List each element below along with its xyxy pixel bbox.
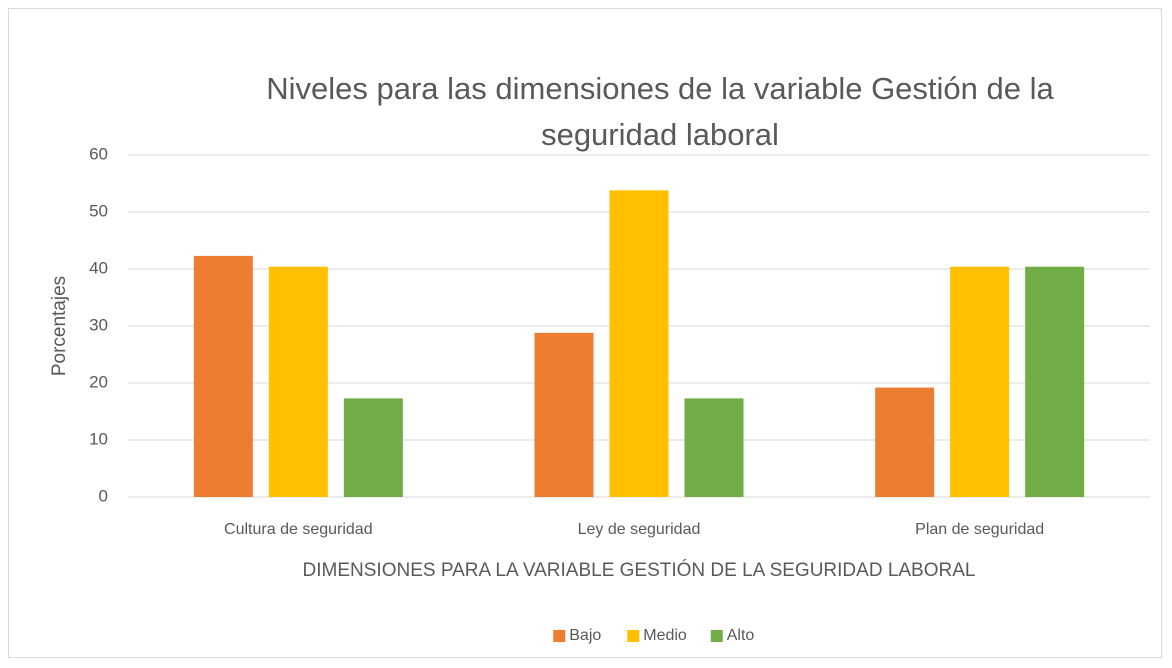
x-axis-title: DIMENSIONES PARA LA VARIABLE GESTIÓN DE … — [303, 559, 976, 581]
legend-swatch — [627, 630, 640, 642]
bar — [875, 387, 935, 497]
chart-frame — [8, 8, 1162, 658]
y-tick-label: 20 — [89, 372, 108, 391]
bar — [609, 190, 669, 497]
y-tick-label: 60 — [89, 144, 108, 163]
bar — [268, 266, 328, 497]
bar — [534, 332, 594, 497]
y-tick-label: 0 — [99, 486, 108, 505]
legend-label: Bajo — [569, 627, 601, 644]
legend-label: Medio — [643, 627, 687, 644]
bar — [343, 398, 403, 497]
y-tick-label: 40 — [89, 258, 108, 277]
x-tick-label: Ley de seguridad — [578, 521, 701, 538]
bar — [1025, 266, 1085, 497]
x-tick-label: Plan de seguridad — [915, 521, 1044, 538]
legend-label: Alto — [727, 627, 755, 644]
x-tick-label: Cultura de seguridad — [224, 521, 373, 538]
chart-title: Niveles para las dimensiones de la varia… — [266, 71, 1054, 152]
legend-swatch — [710, 630, 723, 642]
y-axis-title: Porcentajes — [49, 276, 70, 376]
bar — [684, 398, 744, 497]
y-tick-label: 50 — [89, 201, 108, 220]
y-tick-label: 30 — [89, 315, 108, 334]
y-tick-label: 10 — [89, 429, 108, 448]
bar — [950, 266, 1010, 497]
bar — [193, 255, 253, 497]
legend-swatch — [553, 630, 566, 642]
